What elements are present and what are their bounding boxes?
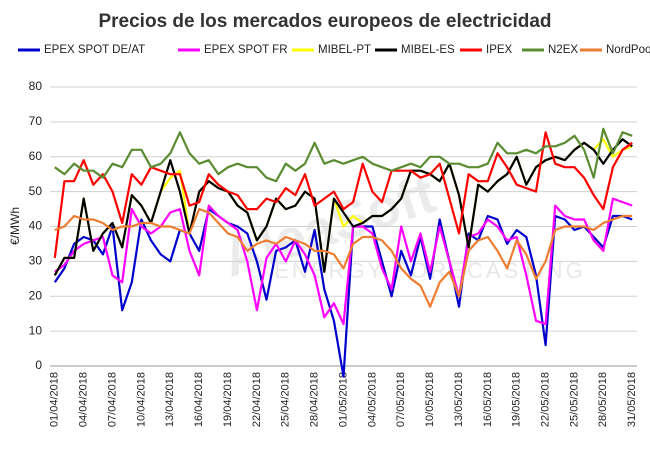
legend-label: EPEX SPOT DE/AT [44,44,145,56]
legend-label: IPEX [486,44,513,56]
y-tick-label: 50 [29,184,43,198]
y-tick-label: 40 [29,219,43,233]
series-line [54,197,633,326]
series-line [54,208,633,308]
y-tick-label: 60 [29,149,43,163]
x-tick-label: 13/05/2018 [453,372,465,427]
x-tick-label: 31/05/2018 [626,372,638,427]
y-tick-label: 70 [29,114,43,128]
x-tick-label: 22/04/2018 [251,372,263,427]
legend-label: EPEX SPOT FR [204,44,288,56]
x-tick-label: 07/04/2018 [106,372,118,427]
x-tick-label: 19/04/2018 [222,372,234,427]
x-tick-label: 25/04/2018 [280,372,292,427]
y-axis-label: €/MWh [8,207,22,245]
legend-label: MIBEL-PT [318,44,371,56]
x-tick-label: 01/04/2018 [49,372,61,427]
x-tick-label: 28/04/2018 [309,372,321,427]
series-line [54,127,633,183]
x-tick-label: 04/04/2018 [78,372,90,427]
x-tick-label: 16/04/2018 [193,372,205,427]
y-tick-label: 20 [29,288,43,302]
x-tick-label: 19/05/2018 [511,372,523,427]
x-tick-label: 10/04/2018 [135,372,147,427]
y-tick-label: 10 [29,323,43,337]
x-tick-label: 22/05/2018 [539,372,551,427]
legend-label: NordPool [606,44,650,56]
legend-label: N2EX [548,44,578,56]
y-tick-label: 0 [35,358,42,372]
x-tick-label: 01/05/2018 [337,372,349,427]
x-tick-label: 16/05/2018 [482,372,494,427]
x-tick-label: 07/05/2018 [395,372,407,427]
y-tick-label: 30 [29,254,43,268]
x-tick-label: 25/05/2018 [568,372,580,427]
legend-label: MIBEL-ES [401,44,455,56]
x-tick-label: 13/04/2018 [164,372,176,427]
x-tick-label: 04/05/2018 [366,372,378,427]
x-tick-label: 28/05/2018 [597,372,609,427]
series-line [53,208,633,378]
chart-title: Precios de los mercados europeos de elec… [98,11,551,32]
x-tick-label: 10/05/2018 [424,372,436,427]
y-tick-label: 80 [29,79,43,93]
